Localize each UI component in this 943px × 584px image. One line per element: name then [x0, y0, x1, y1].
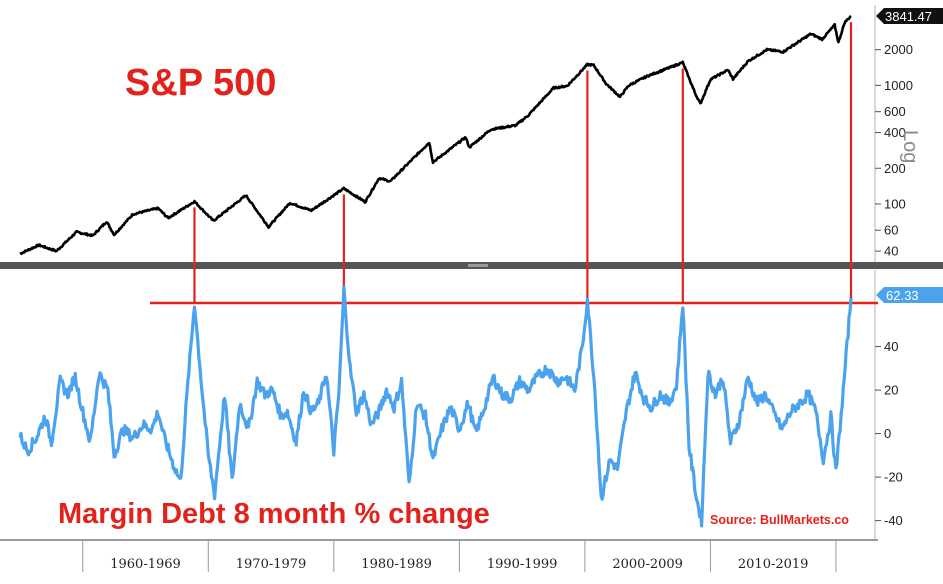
top-y-tick-label: 600 [884, 104, 906, 119]
log-scale-label: Log [899, 130, 921, 163]
margin-debt-title: Margin Debt 8 month % change [58, 498, 490, 530]
top-y-tick-label: 1000 [884, 78, 913, 93]
bottom-y-tick-label: -40 [884, 513, 903, 528]
margin-debt-last-value-badge: 62.33 [876, 287, 943, 303]
top-y-tick-label: 60 [884, 223, 898, 238]
decade-label: 2000-2009 [612, 557, 683, 572]
top-y-tick-label: 40 [884, 244, 898, 259]
sp500-series-line [19, 15, 852, 256]
sp500-title: S&P 500 [125, 62, 276, 104]
top-y-tick-label: 2000 [884, 42, 913, 57]
decade-labels: 1960-1969 1970-1979 1980-1989 1990-1999 2000… [82, 540, 837, 572]
bottom-y-tick-label: -20 [884, 470, 903, 485]
decade-label: 2010-2019 [738, 557, 809, 572]
top-y-tick-label: 400 [884, 125, 906, 140]
bottom-y-ticks: -40 -20 0 20 40 [875, 339, 903, 528]
margin-debt-series-line [18, 285, 853, 528]
bottom-y-tick-label: 40 [884, 339, 898, 354]
top-y-ticks: 40 60 100 200 400 600 1000 2000 [875, 42, 913, 259]
decade-label: 1960-1969 [110, 557, 181, 572]
bottom-y-tick-label: 20 [884, 383, 898, 398]
source-note: Source: BullMarkets.co [710, 513, 849, 527]
top-y-tick-label: 200 [884, 161, 906, 176]
top-y-tick-label: 100 [884, 196, 906, 211]
decade-label: 1970-1979 [236, 557, 307, 572]
peak-connector-lines [193, 22, 853, 304]
sp500-last-value: 3841.47 [885, 9, 932, 24]
bottom-y-tick-label: 0 [884, 426, 891, 441]
divider-handle[interactable] [468, 264, 488, 267]
margin-debt-last-value: 62.33 [886, 288, 919, 303]
decade-label: 1980-1989 [361, 557, 432, 572]
decade-label: 1990-1999 [487, 557, 558, 572]
sp500-last-value-badge: 3841.47 [876, 8, 943, 24]
